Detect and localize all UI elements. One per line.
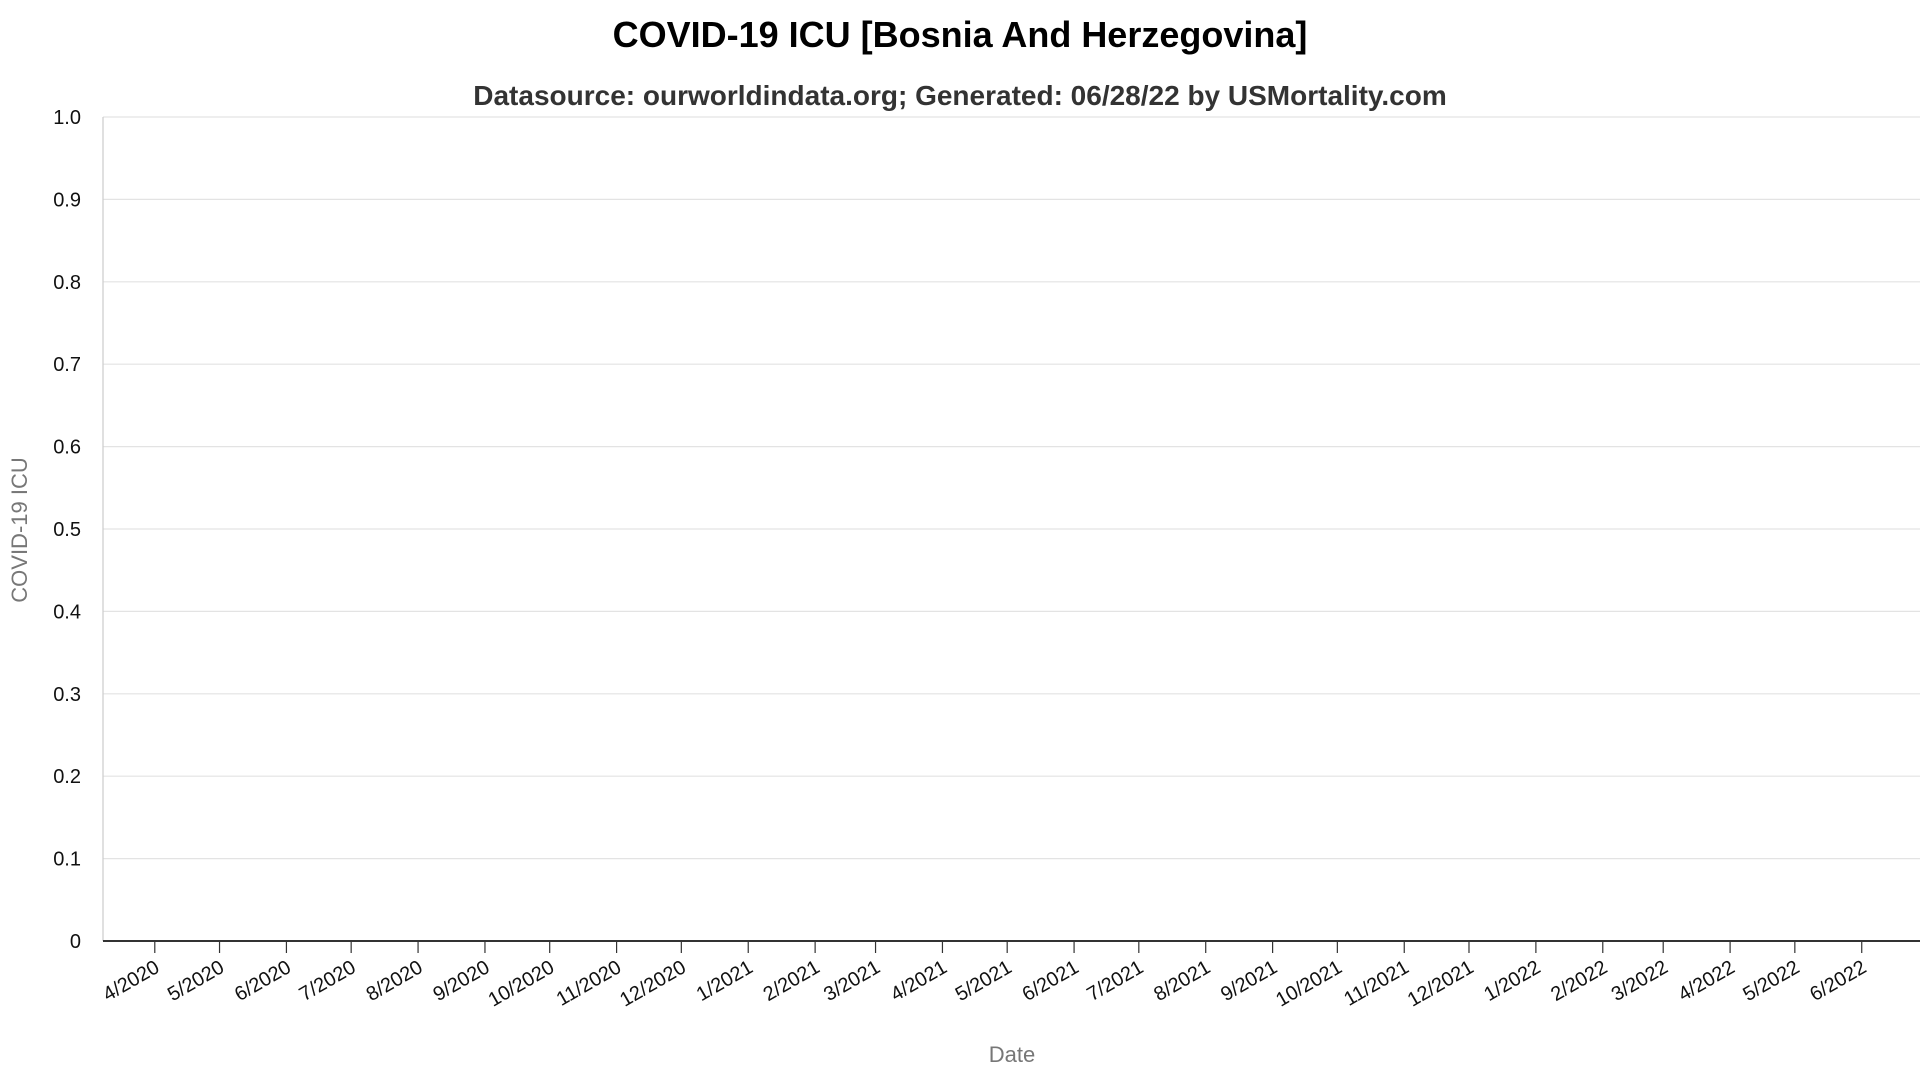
x-tick-label: 3/2021 bbox=[820, 956, 884, 1006]
x-tick-label: 8/2020 bbox=[363, 956, 427, 1006]
chart-subtitle: Datasource: ourworldindata.org; Generate… bbox=[473, 80, 1447, 111]
x-tick-label: 6/2021 bbox=[1019, 956, 1083, 1006]
x-tick-label: 4/2020 bbox=[99, 956, 163, 1006]
x-tick-label: 9/2020 bbox=[429, 956, 493, 1006]
y-tick-label: 0.6 bbox=[53, 437, 81, 459]
x-tick-label: 5/2021 bbox=[952, 956, 1016, 1006]
x-tick-label: 6/2020 bbox=[231, 956, 295, 1006]
x-tick-label: 1/2022 bbox=[1480, 956, 1544, 1006]
x-tick-label: 3/2022 bbox=[1608, 956, 1672, 1006]
grid-lines bbox=[103, 116, 1920, 860]
x-tick-label: 10/2021 bbox=[1272, 956, 1346, 1011]
x-tick-label: 5/2020 bbox=[164, 956, 228, 1006]
x-tick-label: 8/2021 bbox=[1150, 956, 1214, 1006]
y-axis-title: COVID-19 ICU bbox=[7, 457, 32, 602]
y-tick-label: 0.8 bbox=[53, 272, 81, 294]
x-axis-title: Date bbox=[989, 1042, 1035, 1067]
x-tick-label: 2/2022 bbox=[1547, 956, 1611, 1006]
x-tick-label: 7/2020 bbox=[296, 956, 360, 1006]
x-tick-label: 2/2021 bbox=[760, 956, 824, 1006]
x-tick-label: 6/2022 bbox=[1806, 956, 1870, 1006]
y-tick-label: 0.5 bbox=[53, 519, 81, 541]
x-tick-label: 11/2021 bbox=[1340, 956, 1412, 1010]
x-tick-label: 1/2021 bbox=[693, 956, 757, 1006]
x-tick-label: 11/2020 bbox=[553, 956, 625, 1010]
y-tick-label: 0 bbox=[70, 931, 81, 953]
y-tick-label: 0.3 bbox=[53, 684, 81, 706]
x-tick-label: 10/2020 bbox=[485, 956, 559, 1011]
y-tick-label: 0.7 bbox=[53, 354, 81, 376]
x-tick-label: 7/2021 bbox=[1083, 956, 1147, 1006]
chart-title: COVID-19 ICU [Bosnia And Herzegovina] bbox=[612, 14, 1308, 55]
y-tick-label: 0.1 bbox=[53, 849, 81, 871]
y-tick-label: 0.4 bbox=[53, 601, 81, 623]
y-tick-label: 0.9 bbox=[53, 189, 81, 211]
x-tick-label: 5/2022 bbox=[1739, 956, 1803, 1006]
x-tick-label: 4/2022 bbox=[1675, 956, 1739, 1006]
y-tick-label: 1.0 bbox=[53, 107, 81, 129]
x-axis: 4/2020 5/2020 6/2020 7/2020 8/2020 9/202010/2… bbox=[99, 940, 1920, 1011]
x-tick-label: 4/2021 bbox=[887, 956, 951, 1006]
x-tick-label: 12/2021 bbox=[1404, 956, 1478, 1011]
y-tick-label: 0.2 bbox=[53, 766, 81, 788]
y-axis: 0 0.1 0.2 0.3 0.4 0.5 0.6 0.7 0.8 0.9 1.0 bbox=[53, 107, 104, 953]
x-tick-label: 9/2021 bbox=[1217, 956, 1281, 1006]
x-tick-label: 12/2020 bbox=[616, 956, 690, 1011]
